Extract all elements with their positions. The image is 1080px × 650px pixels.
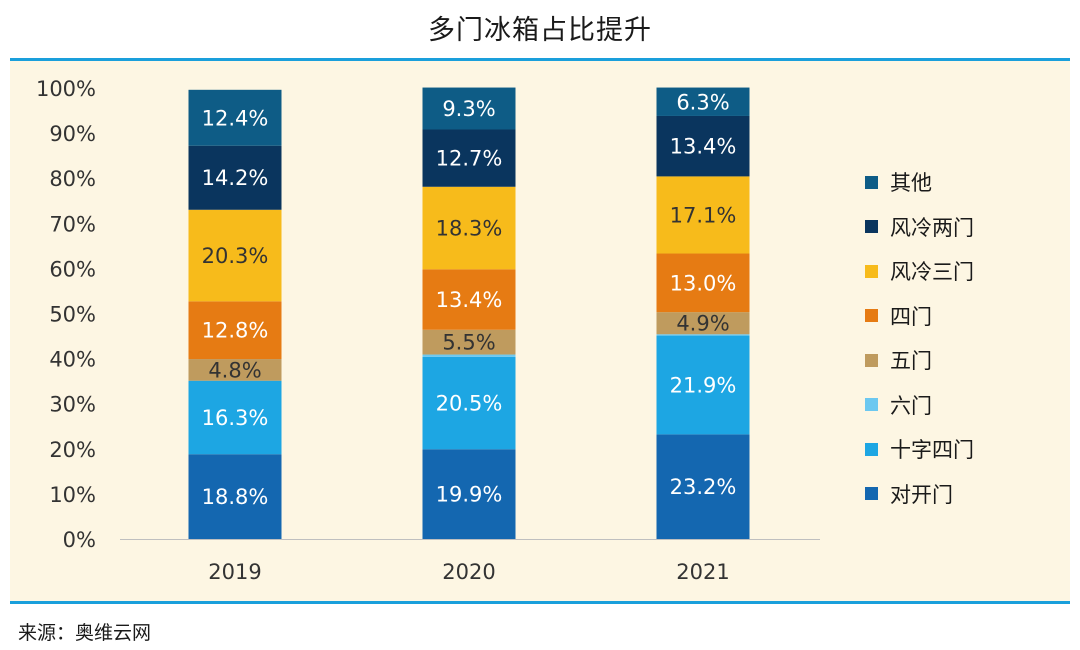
- y-tick-label: 70%: [49, 212, 96, 236]
- chart-panel: [10, 61, 1070, 601]
- bar-segment: [422, 186, 516, 270]
- legend-swatch: [865, 353, 878, 367]
- data-label: 6.3%: [676, 90, 729, 114]
- y-tick-label: 50%: [49, 303, 96, 327]
- bar-segment: [188, 359, 282, 381]
- legend-swatch: [865, 220, 878, 234]
- data-label: 14.2%: [202, 166, 269, 190]
- source-note: 来源：奥维云网: [18, 622, 152, 644]
- legend-swatch: [865, 487, 878, 501]
- data-label: 5.5%: [442, 331, 495, 355]
- y-tick-label: 80%: [49, 167, 96, 191]
- data-label: 19.9%: [436, 483, 503, 507]
- bar-segment: [656, 312, 750, 335]
- data-label: 13.4%: [670, 135, 737, 159]
- y-tick-label: 90%: [49, 122, 96, 146]
- y-tick-label: 30%: [49, 393, 96, 417]
- bar-segment: [656, 115, 750, 177]
- bar-segment: [656, 434, 750, 539]
- data-label: 12.8%: [202, 319, 269, 343]
- x-tick-label: 2021: [676, 560, 729, 584]
- y-tick-label: 60%: [49, 257, 96, 281]
- bar-segment: [188, 209, 282, 302]
- data-label: 4.8%: [208, 358, 261, 382]
- data-label: 9.3%: [442, 97, 495, 121]
- bar-segment: [422, 356, 516, 450]
- bar-segment: [188, 380, 282, 455]
- data-label: 17.1%: [670, 203, 737, 227]
- bar-segment: [188, 454, 282, 539]
- data-label: 4.9%: [676, 312, 729, 336]
- legend-item: 其他: [865, 160, 974, 205]
- y-tick-label: 0%: [63, 528, 96, 552]
- y-tick-label: 20%: [49, 438, 96, 462]
- bar-segment: [656, 334, 750, 336]
- legend-label: 对开门: [890, 482, 953, 507]
- data-label: 12.4%: [202, 106, 269, 130]
- bar-segment: [422, 329, 516, 355]
- legend-swatch: [865, 398, 878, 412]
- bar-segment: [656, 335, 750, 435]
- bar-segment: [422, 129, 516, 187]
- legend-item: 对开门: [865, 472, 974, 517]
- data-label: 16.3%: [202, 406, 269, 430]
- bar-segment: [188, 145, 282, 210]
- bar-segment: [656, 253, 750, 313]
- legend-label: 五门: [890, 349, 932, 374]
- legend-label: 十字四门: [890, 438, 974, 463]
- data-label: 21.9%: [670, 373, 737, 397]
- legend-label: 其他: [890, 171, 932, 196]
- legend-item: 六门: [865, 383, 974, 428]
- bar-segment: [656, 176, 750, 254]
- x-tick-label: 2020: [442, 560, 495, 584]
- data-label: 13.0%: [670, 271, 737, 295]
- data-label: 20.3%: [202, 244, 269, 268]
- legend-label: 风冷两门: [890, 215, 974, 240]
- legend-swatch: [865, 309, 878, 323]
- data-label: 20.5%: [436, 392, 503, 416]
- legend-item: 四门: [865, 294, 974, 339]
- top-divider: [10, 58, 1070, 61]
- legend-item: 风冷两门: [865, 205, 974, 250]
- data-label: 12.7%: [436, 147, 503, 171]
- bottom-divider: [10, 601, 1070, 604]
- bar-segment: [188, 89, 282, 146]
- chart-legend: 其他风冷两门风冷三门四门五门六门十字四门对开门: [865, 160, 974, 516]
- data-label: 23.2%: [670, 475, 737, 499]
- data-label: 18.8%: [202, 485, 269, 509]
- stacked-bar-chart: 0% 10% 20% 30% 40% 50% 60% 70% 80% 90% 100% 18.8% 16…: [36, 77, 820, 584]
- legend-label: 风冷三门: [890, 260, 974, 285]
- legend-swatch: [865, 442, 878, 456]
- legend-item: 五门: [865, 338, 974, 383]
- y-tick-label: 40%: [49, 348, 96, 372]
- bar-segment: [422, 269, 516, 330]
- legend-item: 风冷三门: [865, 249, 974, 294]
- data-label: 18.3%: [436, 217, 503, 241]
- chart-title: 多门冰箱占比提升: [428, 15, 652, 46]
- legend-swatch: [865, 264, 878, 278]
- data-label: 13.4%: [436, 288, 503, 312]
- bar-segment: [188, 301, 282, 360]
- bar-segment: [422, 449, 516, 539]
- legend-swatch: [865, 175, 878, 189]
- bar-segment: [422, 87, 516, 130]
- x-tick-label: 2019: [208, 560, 261, 584]
- bar-segment: [656, 87, 750, 116]
- legend-label: 四门: [890, 304, 932, 329]
- y-tick-label: 10%: [49, 483, 96, 507]
- y-tick-label: 100%: [36, 77, 96, 101]
- legend-label: 六门: [890, 393, 932, 418]
- legend-item: 十字四门: [865, 427, 974, 472]
- bar-segment: [422, 354, 516, 357]
